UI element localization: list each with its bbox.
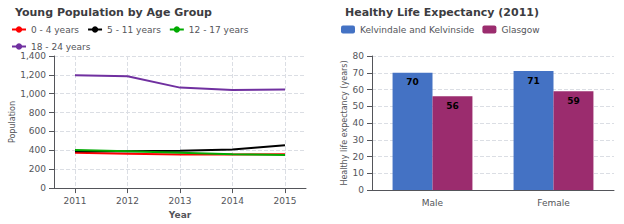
svg-text:1,200: 1,200 [20,70,46,80]
svg-text:400: 400 [29,145,46,155]
svg-text:80: 80 [353,51,365,61]
svg-text:70: 70 [406,77,419,87]
svg-text:800: 800 [29,108,46,118]
svg-text:2015: 2015 [274,196,297,206]
svg-text:5 - 11 years: 5 - 11 years [107,25,161,35]
svg-text:71: 71 [527,76,540,86]
svg-text:20: 20 [353,152,365,162]
svg-text:Female: Female [537,198,570,208]
svg-text:50: 50 [353,101,365,111]
svg-text:Population: Population [8,101,17,143]
svg-text:2011: 2011 [64,196,87,206]
svg-text:40: 40 [353,118,365,128]
svg-text:200: 200 [29,164,46,174]
svg-text:60: 60 [353,85,365,95]
svg-text:Male: Male [422,198,444,208]
svg-text:1,000: 1,000 [20,89,46,99]
svg-text:59: 59 [567,96,580,106]
svg-text:0: 0 [358,185,364,195]
svg-text:18 - 24 years: 18 - 24 years [31,42,91,52]
svg-text:2012: 2012 [116,196,139,206]
svg-text:Year: Year [168,210,192,220]
svg-text:Healthy Life Expectancy (2011): Healthy Life Expectancy (2011) [345,6,539,19]
svg-text:1,400: 1,400 [20,51,46,61]
svg-text:12 - 17 years: 12 - 17 years [189,25,249,35]
svg-text:10: 10 [353,168,365,178]
svg-text:Healthy life expectancy (years: Healthy life expectancy (years) [340,60,349,185]
svg-text:600: 600 [29,126,46,136]
svg-text:Young Population by Age Group: Young Population by Age Group [14,6,212,19]
svg-text:2013: 2013 [169,196,192,206]
svg-text:2014: 2014 [221,196,244,206]
svg-text:0 - 4 years: 0 - 4 years [31,25,79,35]
svg-text:30: 30 [353,135,365,145]
svg-text:56: 56 [446,101,459,111]
svg-text:Kelvindale and Kelvinside: Kelvindale and Kelvinside [360,25,475,35]
svg-text:Glasgow: Glasgow [501,25,539,35]
svg-text:0: 0 [40,183,46,193]
svg-text:70: 70 [353,68,365,78]
